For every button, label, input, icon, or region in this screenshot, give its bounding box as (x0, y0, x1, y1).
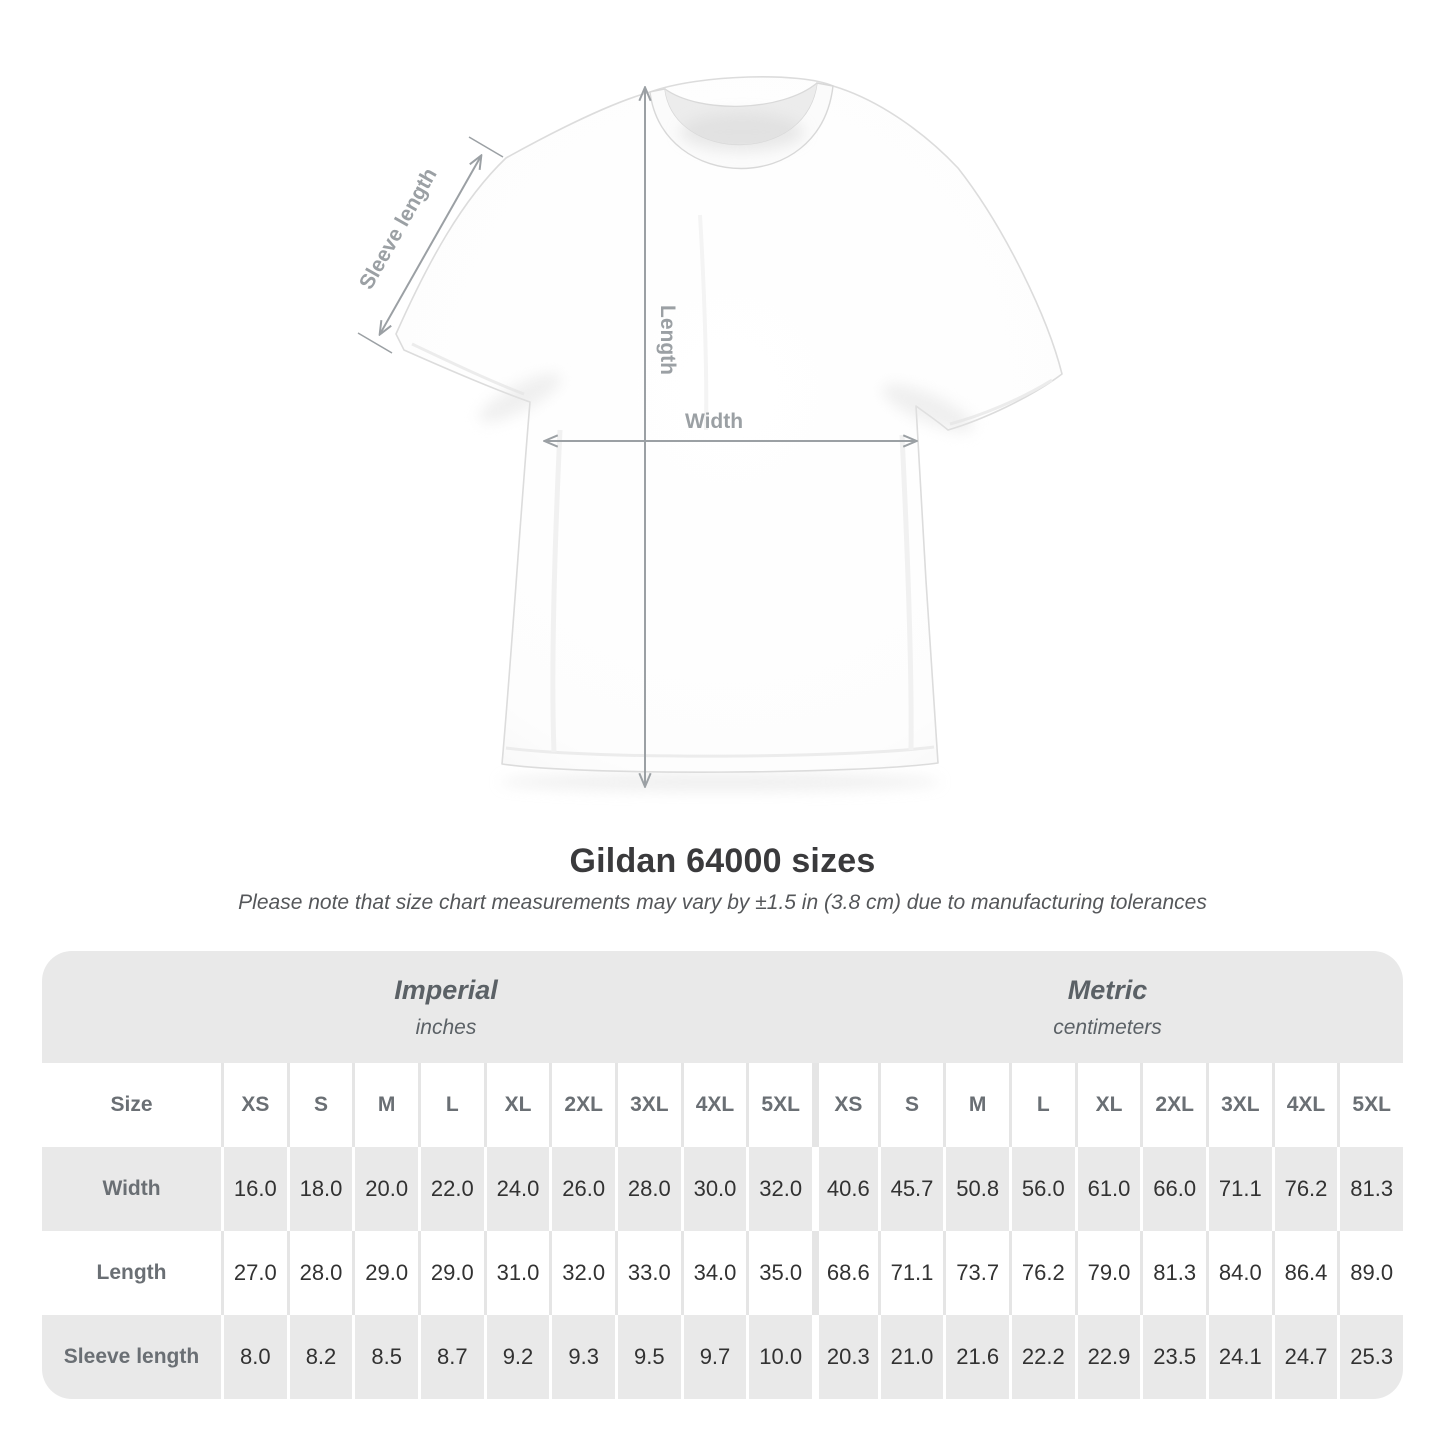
row-label: Length (96, 1261, 167, 1284)
value-cell: 66.0 (1140, 1147, 1206, 1231)
value-cell: 21.0 (877, 1315, 944, 1399)
value-cell: 81.3 (1337, 1147, 1403, 1231)
value-cell: 21.6 (943, 1315, 1009, 1399)
size-col-header: XL (1074, 1063, 1141, 1147)
size-col-header: S (286, 1063, 353, 1147)
value-cell: 30.0 (680, 1147, 747, 1231)
size-col-header: M (352, 1063, 418, 1147)
size-header-row: Size XS S M L XL 2XL 3XL 4XL 5XL XS S M … (42, 1063, 1403, 1147)
value-cell: 24.0 (483, 1147, 550, 1231)
size-col-header: 4XL (1271, 1063, 1338, 1147)
value-cell: 20.0 (352, 1147, 418, 1231)
size-col-header: S (877, 1063, 944, 1147)
value-cell: 9.3 (549, 1315, 615, 1399)
tolerance-note: Please note that size chart measurements… (238, 891, 1207, 914)
value-cell: 10.0 (746, 1315, 812, 1399)
value-cell: 89.0 (1337, 1231, 1403, 1315)
value-cell: 32.0 (746, 1147, 812, 1231)
value-cell: 76.2 (1271, 1147, 1338, 1231)
value-cell: 22.2 (1008, 1315, 1075, 1399)
imperial-unit: inches (415, 1015, 477, 1039)
metric-unit: centimeters (1053, 1015, 1162, 1039)
value-cell: 22.0 (417, 1147, 484, 1231)
size-col-header: 2XL (1140, 1063, 1206, 1147)
value-cell: 81.3 (1140, 1231, 1206, 1315)
value-cell: 28.0 (614, 1147, 681, 1231)
value-cell: 50.8 (943, 1147, 1009, 1231)
sleeve-length-row: Sleeve length 8.0 8.2 8.5 8.7 9.2 9.3 9.… (42, 1315, 1403, 1399)
value-cell: 35.0 (746, 1231, 812, 1315)
page-title: Gildan 64000 sizes (569, 842, 876, 880)
value-cell: 9.5 (614, 1315, 681, 1399)
value-cell: 8.0 (221, 1315, 287, 1399)
size-col-header: 5XL (746, 1063, 812, 1147)
unit-header-row: Imperial inches Metric centimeters (42, 951, 1403, 1063)
metric-group-header: Metric centimeters (812, 951, 1403, 1063)
width-row: Width 16.0 18.0 20.0 22.0 24.0 26.0 28.0… (42, 1147, 1403, 1231)
value-cell: 8.5 (352, 1315, 418, 1399)
value-cell: 45.7 (877, 1147, 944, 1231)
shirt-drop-shadow (500, 773, 940, 791)
value-cell: 76.2 (1008, 1231, 1075, 1315)
row-label: Width (102, 1177, 161, 1200)
size-col-header: XS (221, 1063, 287, 1147)
size-col-header: L (417, 1063, 484, 1147)
value-cell: 61.0 (1074, 1147, 1141, 1231)
width-label: Width (685, 410, 743, 433)
size-col-header: XL (483, 1063, 550, 1147)
metric-label: Metric (1067, 974, 1148, 1005)
value-cell: 16.0 (221, 1147, 287, 1231)
size-col-header: 4XL (680, 1063, 747, 1147)
size-col-header: M (943, 1063, 1009, 1147)
value-cell: 40.6 (811, 1147, 878, 1231)
value-cell: 71.1 (1205, 1147, 1272, 1231)
value-cell: 84.0 (1205, 1231, 1272, 1315)
value-cell: 8.2 (286, 1315, 353, 1399)
value-cell: 25.3 (1337, 1315, 1403, 1399)
value-cell: 22.9 (1074, 1315, 1141, 1399)
tshirt-graphic (395, 76, 1063, 773)
tshirt-measurement-diagram: Width Length Sleeve length (355, 76, 1063, 791)
row-label: Sleeve length (63, 1345, 200, 1368)
value-cell: 24.7 (1271, 1315, 1338, 1399)
value-cell: 26.0 (549, 1147, 615, 1231)
length-label: Length (656, 305, 679, 375)
value-cell: 18.0 (286, 1147, 353, 1231)
value-cell: 86.4 (1271, 1231, 1338, 1315)
value-cell: 56.0 (1008, 1147, 1075, 1231)
imperial-group-header: Imperial inches (42, 951, 812, 1063)
sleeve-length-arrow (357, 136, 504, 354)
value-cell: 32.0 (549, 1231, 615, 1315)
value-cell: 34.0 (680, 1231, 747, 1315)
size-col-header: 3XL (1205, 1063, 1272, 1147)
value-cell: 24.1 (1205, 1315, 1272, 1399)
value-cell: 28.0 (286, 1231, 353, 1315)
value-cell: 31.0 (483, 1231, 550, 1315)
value-cell: 29.0 (352, 1231, 418, 1315)
value-cell: 27.0 (221, 1231, 287, 1315)
size-col-header: XS (811, 1063, 878, 1147)
size-chart-table: Imperial inches Metric centimeters Size … (42, 951, 1403, 1399)
size-corner-label: Size (110, 1093, 153, 1116)
size-col-header: 5XL (1337, 1063, 1403, 1147)
value-cell: 79.0 (1074, 1231, 1141, 1315)
value-cell: 33.0 (614, 1231, 681, 1315)
imperial-label: Imperial (394, 974, 498, 1005)
value-cell: 71.1 (877, 1231, 944, 1315)
length-row: Length 27.0 28.0 29.0 29.0 31.0 32.0 33.… (42, 1231, 1403, 1315)
value-cell: 29.0 (417, 1231, 484, 1315)
size-col-header: 2XL (549, 1063, 615, 1147)
value-cell: 20.3 (811, 1315, 878, 1399)
size-col-header: 3XL (614, 1063, 681, 1147)
size-col-header: L (1008, 1063, 1075, 1147)
value-cell: 8.7 (417, 1315, 484, 1399)
value-cell: 68.6 (811, 1231, 878, 1315)
value-cell: 9.7 (680, 1315, 747, 1399)
value-cell: 73.7 (943, 1231, 1009, 1315)
measurement-annotations (357, 88, 916, 786)
value-cell: 23.5 (1140, 1315, 1206, 1399)
value-cell: 9.2 (483, 1315, 550, 1399)
